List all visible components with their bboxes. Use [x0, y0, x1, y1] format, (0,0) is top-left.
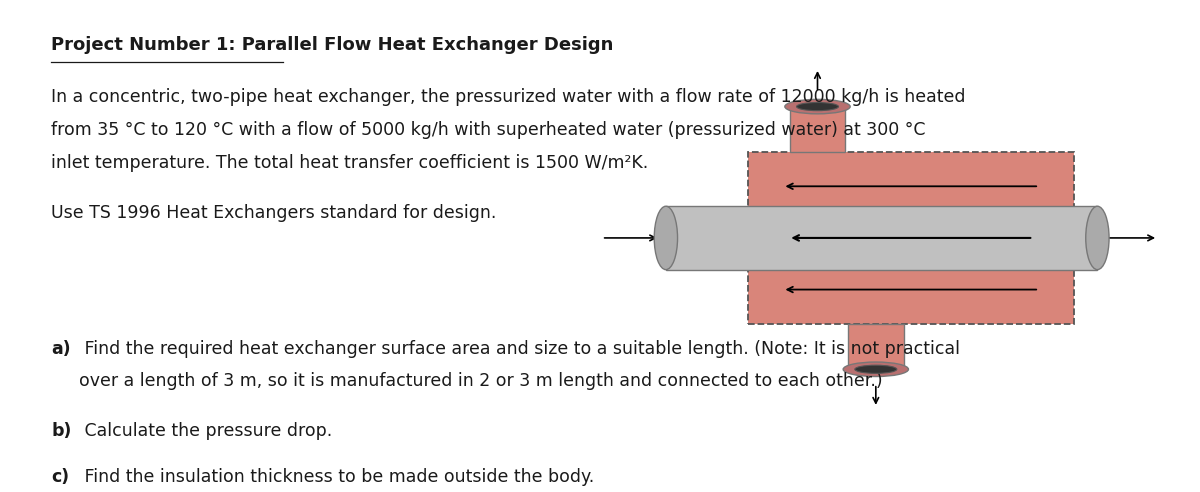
Text: c): c)	[52, 468, 70, 487]
Text: In a concentric, two-pipe heat exchanger, the pressurized water with a flow rate: In a concentric, two-pipe heat exchanger…	[52, 89, 966, 106]
Text: over a length of 3 m, so it is manufactured in 2 or 3 m length and connected to : over a length of 3 m, so it is manufactu…	[79, 372, 883, 391]
Ellipse shape	[654, 206, 678, 270]
Text: Project Number 1: Parallel Flow Heat Exchanger Design: Project Number 1: Parallel Flow Heat Exc…	[52, 36, 613, 55]
Text: Use TS 1996 Heat Exchangers standard for design.: Use TS 1996 Heat Exchangers standard for…	[52, 204, 497, 222]
Text: b): b)	[52, 422, 72, 440]
Ellipse shape	[854, 365, 896, 373]
Text: a): a)	[52, 340, 71, 358]
Ellipse shape	[797, 102, 839, 111]
Bar	[790, 107, 846, 152]
Text: from 35 °C to 120 °C with a flow of 5000 kg/h with superheated water (pressurize: from 35 °C to 120 °C with a flow of 5000…	[52, 121, 925, 139]
Text: Calculate the pressure drop.: Calculate the pressure drop.	[79, 422, 332, 440]
Ellipse shape	[844, 362, 908, 376]
Bar	[848, 324, 904, 369]
Text: inlet temperature. The total heat transfer coefficient is 1500 W/m²K.: inlet temperature. The total heat transf…	[52, 154, 648, 172]
Ellipse shape	[785, 99, 850, 114]
Text: Find the insulation thickness to be made outside the body.: Find the insulation thickness to be made…	[79, 468, 594, 487]
Text: Find the required heat exchanger surface area and size to a suitable length. (No: Find the required heat exchanger surface…	[79, 340, 960, 358]
Bar	[748, 152, 1074, 324]
Ellipse shape	[1086, 206, 1109, 270]
Text: Project Number 1:: Project Number 1:	[52, 36, 235, 55]
Bar	[666, 206, 1098, 270]
